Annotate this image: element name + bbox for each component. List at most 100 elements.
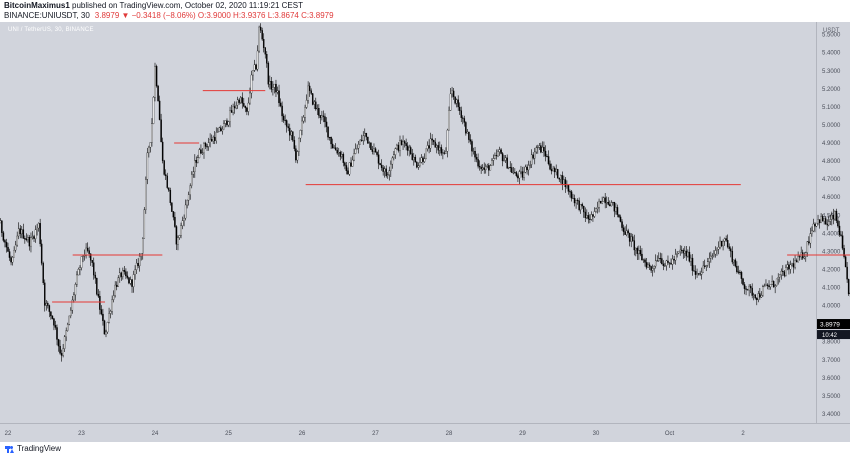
candle — [238, 97, 240, 105]
candle — [785, 264, 787, 277]
candle — [547, 150, 550, 166]
x-tick-label: 28 — [446, 431, 453, 437]
candle — [93, 257, 95, 280]
candle — [235, 101, 237, 110]
candle — [693, 265, 695, 272]
candle — [832, 208, 835, 225]
candle — [353, 148, 355, 162]
x-tick-label: 25 — [225, 431, 232, 437]
candle — [342, 152, 345, 167]
tradingview-logo-icon[interactable] — [5, 444, 15, 454]
author-name[interactable]: BitcoinMaximus1 — [4, 1, 70, 10]
candle — [362, 131, 364, 145]
candle — [506, 154, 508, 169]
candle — [734, 258, 737, 268]
candle — [602, 196, 605, 202]
candle — [5, 238, 8, 253]
candle — [769, 284, 772, 290]
candle — [638, 245, 640, 260]
candle — [194, 154, 196, 178]
y-tick-label: 4.3000 — [822, 249, 841, 255]
chart-area[interactable]: UNI / TetherUS, 30, BINANCE 22 23 24 25 26 27… — [0, 22, 850, 442]
candle — [451, 86, 453, 98]
candle — [639, 245, 642, 257]
candle — [835, 208, 838, 224]
candle — [140, 253, 142, 261]
candle — [70, 307, 72, 319]
candle — [815, 222, 818, 228]
candle — [648, 262, 651, 271]
candle — [382, 165, 384, 176]
candle — [462, 115, 464, 125]
x-tick-label: Oct — [665, 431, 675, 437]
candle — [285, 119, 288, 133]
candle — [527, 160, 530, 176]
candle — [647, 262, 649, 268]
candle — [119, 267, 121, 283]
candle — [264, 47, 266, 59]
candle — [256, 45, 259, 72]
candle — [91, 259, 93, 267]
candle — [253, 59, 256, 73]
candle — [227, 120, 230, 128]
candle — [475, 153, 478, 163]
candle — [149, 142, 152, 153]
candle — [820, 213, 822, 224]
candle — [14, 240, 17, 253]
candle — [828, 215, 830, 227]
candle — [192, 166, 195, 178]
y-tick-label: 3.5000 — [822, 394, 841, 400]
candle — [123, 265, 126, 275]
candle — [711, 253, 714, 260]
candle — [28, 235, 31, 251]
candle — [13, 246, 15, 258]
candle — [152, 96, 155, 125]
candle — [207, 137, 210, 151]
candle — [607, 197, 610, 206]
candle — [109, 309, 112, 319]
candle — [661, 253, 663, 265]
candle — [244, 105, 247, 113]
candle — [589, 214, 591, 224]
time-axis[interactable] — [0, 423, 850, 442]
candle — [287, 123, 289, 132]
x-tick-label: 24 — [152, 431, 159, 437]
candle — [394, 147, 397, 159]
candle — [558, 177, 561, 182]
candle — [722, 239, 724, 251]
candle — [806, 240, 809, 257]
candle — [319, 115, 322, 124]
candle — [449, 87, 452, 112]
candle — [492, 154, 495, 166]
candle — [411, 148, 413, 161]
candle — [137, 258, 139, 269]
candle — [360, 134, 363, 142]
candle — [782, 265, 784, 276]
candle — [847, 278, 850, 296]
x-tick-label: 27 — [372, 431, 379, 437]
candle — [284, 114, 286, 126]
candle — [599, 200, 602, 204]
candle — [486, 163, 489, 169]
candle — [613, 201, 616, 218]
candle — [111, 295, 113, 315]
candle — [148, 145, 150, 158]
candle — [393, 150, 395, 161]
candle — [364, 128, 366, 142]
candle — [489, 164, 492, 171]
candle — [596, 201, 599, 214]
candle — [780, 268, 783, 280]
candle — [610, 200, 613, 207]
candle — [155, 64, 158, 88]
plot-area[interactable] — [0, 22, 816, 423]
candle — [826, 219, 828, 231]
candle — [413, 152, 415, 166]
candle — [59, 339, 61, 355]
candle — [22, 223, 25, 239]
candle — [788, 261, 790, 275]
candle — [143, 207, 146, 239]
candle — [103, 319, 106, 335]
candle — [126, 271, 129, 280]
candle — [158, 95, 161, 121]
candle — [511, 163, 513, 174]
